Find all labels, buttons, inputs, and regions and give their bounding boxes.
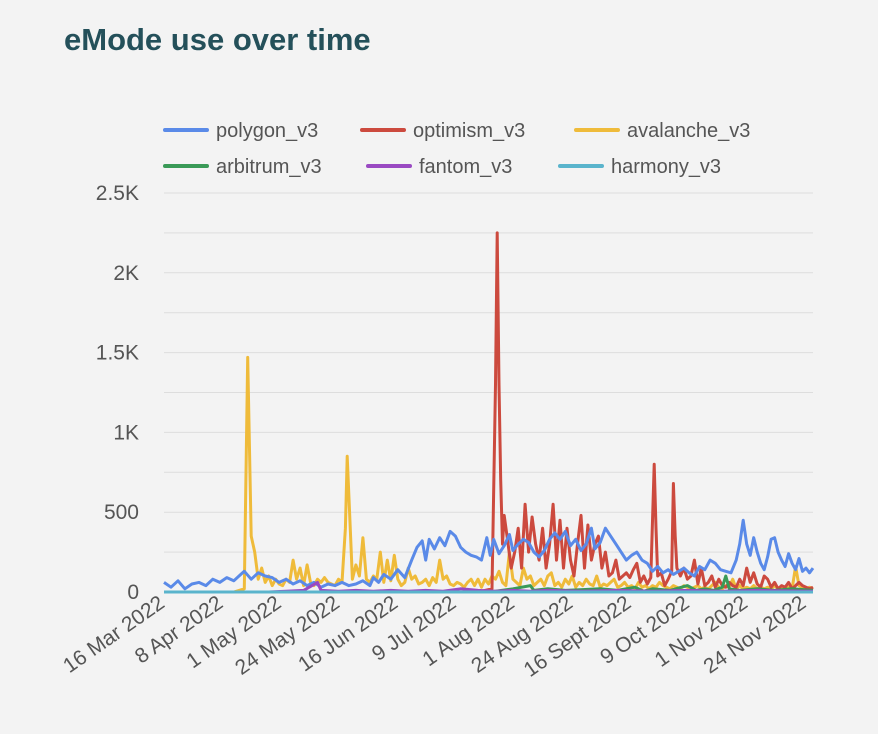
legend-label: optimism_v3 xyxy=(413,120,525,142)
legend-item-harmony_v3[interactable]: harmony_v3 xyxy=(558,156,721,178)
y-tick-label: 2.5K xyxy=(96,182,139,205)
legend-label: polygon_v3 xyxy=(216,120,318,142)
y-tick-label: 500 xyxy=(104,501,139,524)
legend-item-optimism_v3[interactable]: optimism_v3 xyxy=(360,120,525,142)
y-tick-label: 0 xyxy=(127,581,139,604)
y-tick-label: 1.5K xyxy=(96,342,139,365)
legend-item-polygon_v3[interactable]: polygon_v3 xyxy=(163,120,318,142)
legend-label: fantom_v3 xyxy=(419,156,512,178)
series-line-optimism_v3 xyxy=(425,231,814,594)
y-axis-ticks: 0 500 1K 1.5K 2K 2.5K xyxy=(96,182,139,604)
y-tick-label: 2K xyxy=(113,262,139,285)
series-line-polygon_v3 xyxy=(163,518,815,591)
legend-label: arbitrum_v3 xyxy=(216,156,322,178)
legend-item-arbitrum_v3[interactable]: arbitrum_v3 xyxy=(163,156,322,178)
legend[interactable]: polygon_v3 optimism_v3 avalanche_v3arbitru… xyxy=(163,120,750,178)
y-tick-label: 1K xyxy=(113,421,139,444)
legend-label: harmony_v3 xyxy=(611,156,721,178)
grid-lines xyxy=(164,192,813,593)
chart-title: eMode use over time xyxy=(64,22,371,57)
legend-item-avalanche_v3[interactable]: avalanche_v3 xyxy=(574,120,750,142)
legend-item-fantom_v3[interactable]: fantom_v3 xyxy=(366,156,512,178)
series-lines xyxy=(163,231,815,594)
legend-label: avalanche_v3 xyxy=(627,120,750,142)
